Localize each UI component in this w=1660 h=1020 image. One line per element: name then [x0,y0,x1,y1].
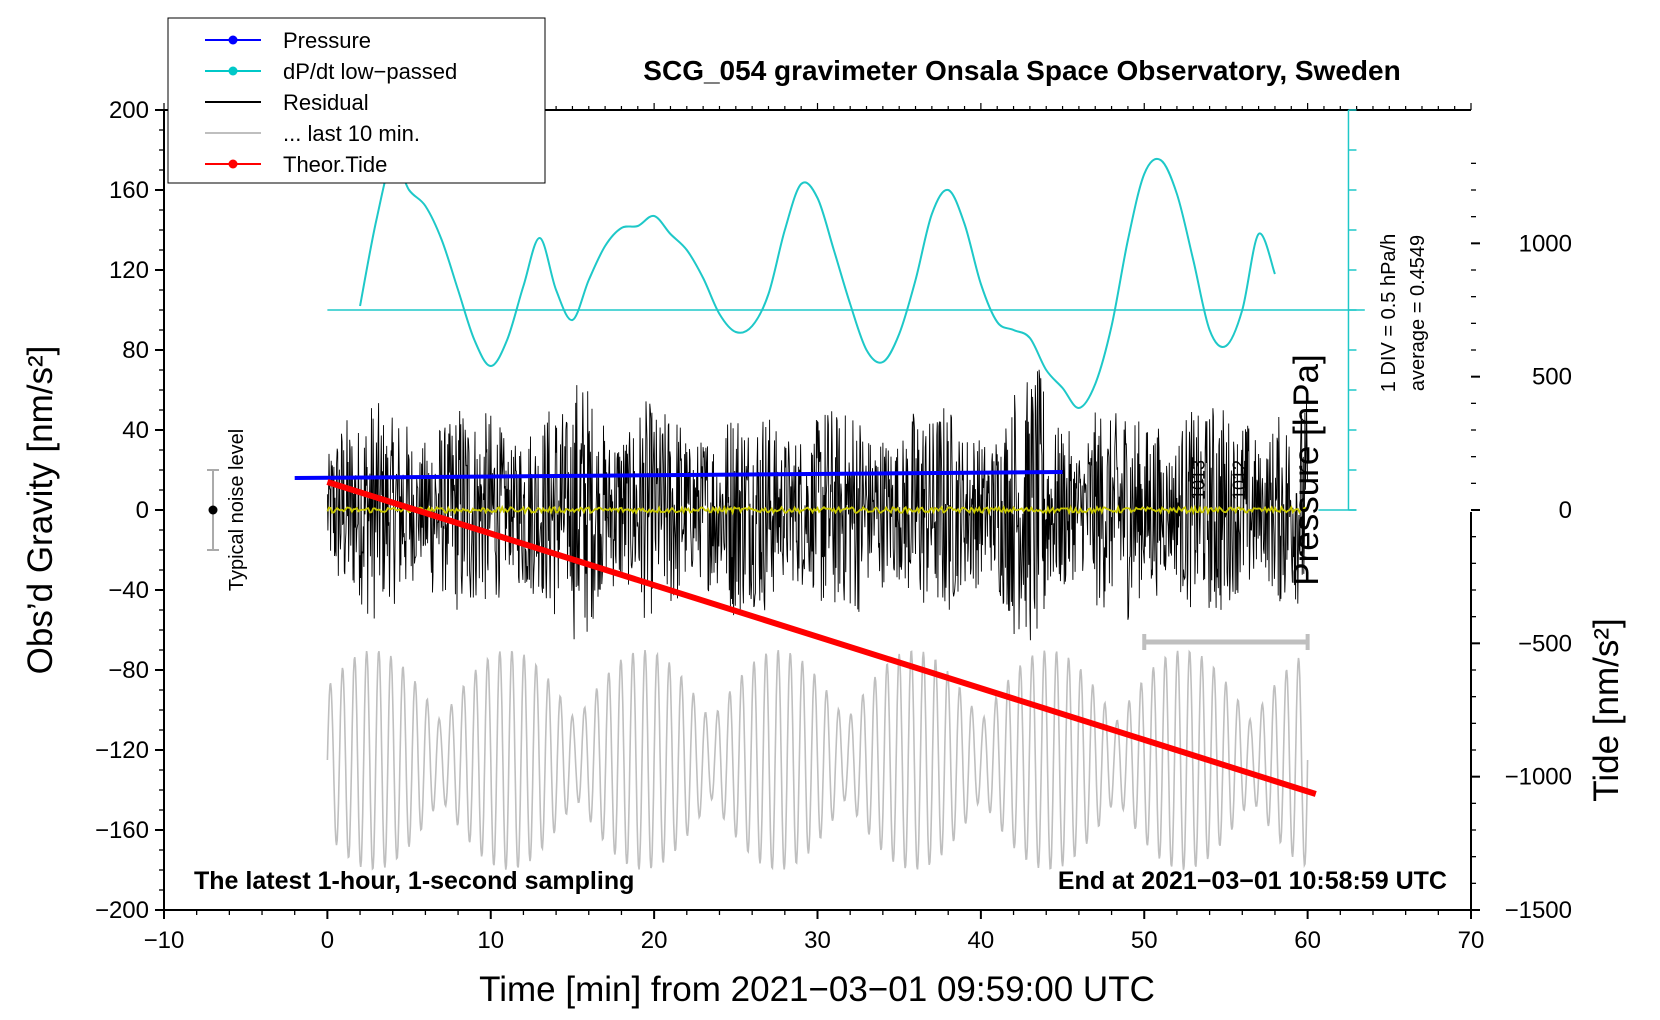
average-annotation: average = 0.4549 [1407,235,1429,391]
x-tick-label: 30 [804,927,831,954]
y-right-tick-label: −1000 [1505,764,1572,791]
div-annotation: 1 DIV = 0.5 hPa/h [1378,234,1400,392]
legend-marker [228,159,238,169]
pressure-series [294,470,1063,480]
y-right-tick-label: −500 [1518,630,1572,657]
y-left-axis-label: Obs’d Gravity [nm/s²] [21,346,60,675]
x-tick-label: −10 [144,927,185,954]
noise-level-indicator: Typical noise level [207,429,248,591]
x-tick-label: 70 [1458,927,1485,954]
last-10-min-series [326,649,1309,871]
y-left-tick-label: 0 [136,497,149,524]
residual-lowpass-series [326,504,1309,516]
y-left-tick-label: 160 [109,177,149,204]
x-tick-label: 20 [641,927,668,954]
frame-and-axes: −10 0 10 20 30 40 50 60 70 −200 −160 −120 −80 −40 0 40… [95,97,1572,954]
sampling-annotation: The latest 1-hour, 1-second sampling [194,867,634,895]
x-ticks: −10 0 10 20 30 40 50 60 70 [144,910,1485,954]
y-left-tick-label: −80 [108,657,149,684]
y-right-axis-label: Tide [nm/s²] [1587,618,1626,801]
pressure-scale-labels: 1013 1012 [1189,460,1250,500]
y-right-tick-label: 500 [1532,364,1572,391]
y-right-ticks: −1500 −1000 −500 0 500 1000 [1471,162,1572,924]
x-tick-label: 50 [1131,927,1158,954]
y-left-tick-label: 80 [122,337,149,364]
noise-dot [208,505,218,515]
y-right-tick-label: 1000 [1519,230,1572,257]
chart-title: SCG_054 gravimeter Onsala Space Observat… [643,55,1400,86]
y-right-tick-label: −1500 [1505,897,1572,924]
legend: Pressure dP/dt low−passed Residual ... last… [167,17,546,184]
y-left-tick-label: −120 [95,737,149,764]
x-axis-label: Time [min] from 2021−03−01 09:59:00 UTC [479,970,1155,1009]
y-left-ticks: −200 −160 −120 −80 −40 0 40 80 120 160 200 [95,97,164,924]
end-time-annotation: End at 2021−03−01 10:58:59 UTC [1058,867,1447,895]
pressure-axis-label: Pressure [hPa] [1287,354,1326,586]
legend-label: Residual [283,90,369,115]
y-left-tick-label: 200 [109,97,149,124]
x-tick-label: 40 [968,927,995,954]
tide-series [326,479,1317,797]
legend-marker [228,66,238,76]
x-tick-label: 10 [477,927,504,954]
legend-box [167,17,546,184]
last-10-min-bar [1142,634,1310,650]
pressure-scale-label: 1013 [1189,460,1209,500]
pressure-scale-label: 1012 [1230,460,1250,500]
residual-series [326,369,1309,641]
legend-label: Pressure [283,28,371,53]
y-right-tick-label: 0 [1559,497,1572,524]
y-left-tick-label: −200 [95,897,149,924]
y-left-tick-label: 120 [109,257,149,284]
legend-label: dP/dt low−passed [283,59,457,84]
noise-label: Typical noise level [226,429,248,591]
dpdt-series [359,157,1276,409]
x-tick-label: 0 [321,927,334,954]
legend-label: ... last 10 min. [283,121,420,146]
y-left-tick-label: −40 [108,577,149,604]
legend-label: Theor.Tide [283,152,387,177]
y-left-tick-label: 40 [122,417,149,444]
legend-marker [228,35,238,45]
x-tick-label: 60 [1294,927,1321,954]
y-left-tick-label: −160 [95,817,149,844]
